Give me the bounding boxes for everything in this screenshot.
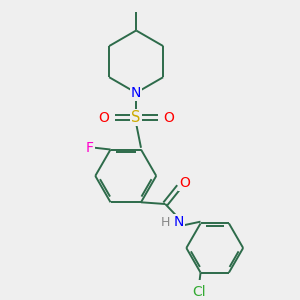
Text: N: N xyxy=(131,86,141,100)
Text: F: F xyxy=(86,141,94,155)
Text: O: O xyxy=(163,111,174,125)
Text: O: O xyxy=(179,176,190,190)
Text: O: O xyxy=(98,111,109,125)
Text: Cl: Cl xyxy=(192,285,206,299)
Text: H: H xyxy=(160,215,170,229)
Text: N: N xyxy=(174,215,184,229)
Text: S: S xyxy=(131,110,141,125)
